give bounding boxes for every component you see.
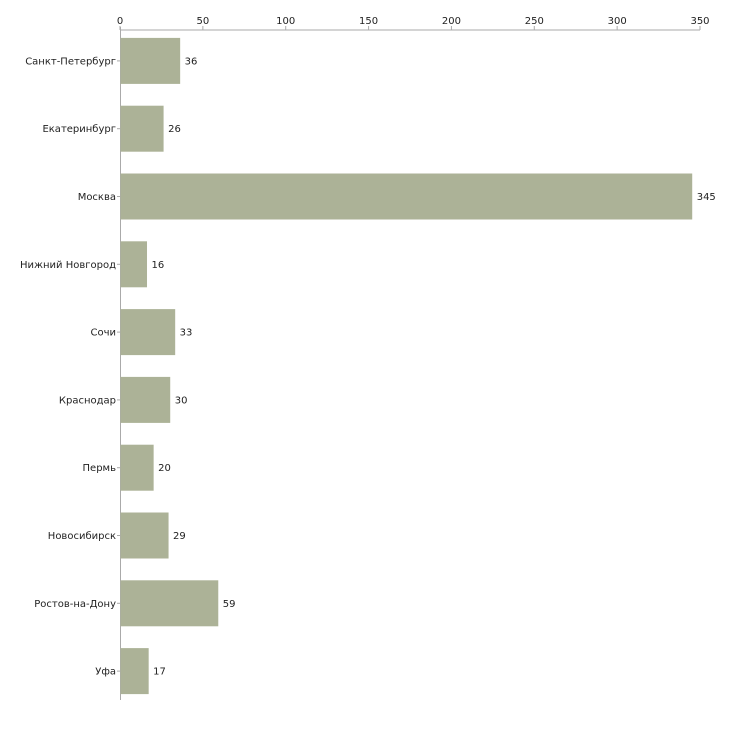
- category-label: Ростов-на-Дону: [34, 599, 116, 610]
- bar: [120, 580, 219, 627]
- category-label: Уфа: [95, 667, 116, 678]
- category-label: Новосибирск: [48, 531, 116, 542]
- category-labels: Санкт-Петербург Екатеринбург Москва Нижний …: [20, 56, 116, 677]
- bar: [120, 37, 181, 84]
- data-label: 36: [185, 56, 198, 67]
- x-tick-label: 150: [359, 16, 378, 27]
- data-label: 345: [697, 192, 716, 203]
- bars: [120, 37, 693, 695]
- category-label: Нижний Новгород: [20, 260, 116, 271]
- category-label: Краснодар: [59, 395, 116, 406]
- x-tick-label: 0: [117, 16, 123, 27]
- data-label: 33: [180, 328, 193, 339]
- data-label: 59: [223, 599, 236, 610]
- data-label: 29: [173, 531, 186, 542]
- category-label: Москва: [78, 192, 116, 203]
- data-label: 17: [153, 667, 166, 678]
- bar: [120, 512, 169, 559]
- data-label: 30: [175, 395, 188, 406]
- x-tick-label: 100: [276, 16, 295, 27]
- x-tick-label: 200: [442, 16, 461, 27]
- category-label: Санкт-Петербург: [25, 56, 116, 67]
- x-tick-label: 50: [196, 16, 209, 27]
- category-label: Сочи: [90, 328, 116, 339]
- data-label: 16: [152, 260, 165, 271]
- value-labels: 36 26 345 16 33 30 20 29 59 17: [152, 56, 716, 677]
- bar: [120, 376, 171, 423]
- bar: [120, 241, 148, 288]
- x-tick-label: 300: [608, 16, 627, 27]
- category-label: Пермь: [83, 463, 117, 474]
- data-label: 26: [168, 124, 181, 135]
- x-tick-label: 350: [690, 16, 709, 27]
- bar: [120, 105, 164, 152]
- category-label: Екатеринбург: [42, 124, 116, 135]
- bar: [120, 444, 154, 491]
- x-tick-label: 250: [525, 16, 544, 27]
- data-label: 20: [158, 463, 171, 474]
- bar: [120, 309, 176, 356]
- bar: [120, 173, 693, 220]
- bar: [120, 648, 149, 695]
